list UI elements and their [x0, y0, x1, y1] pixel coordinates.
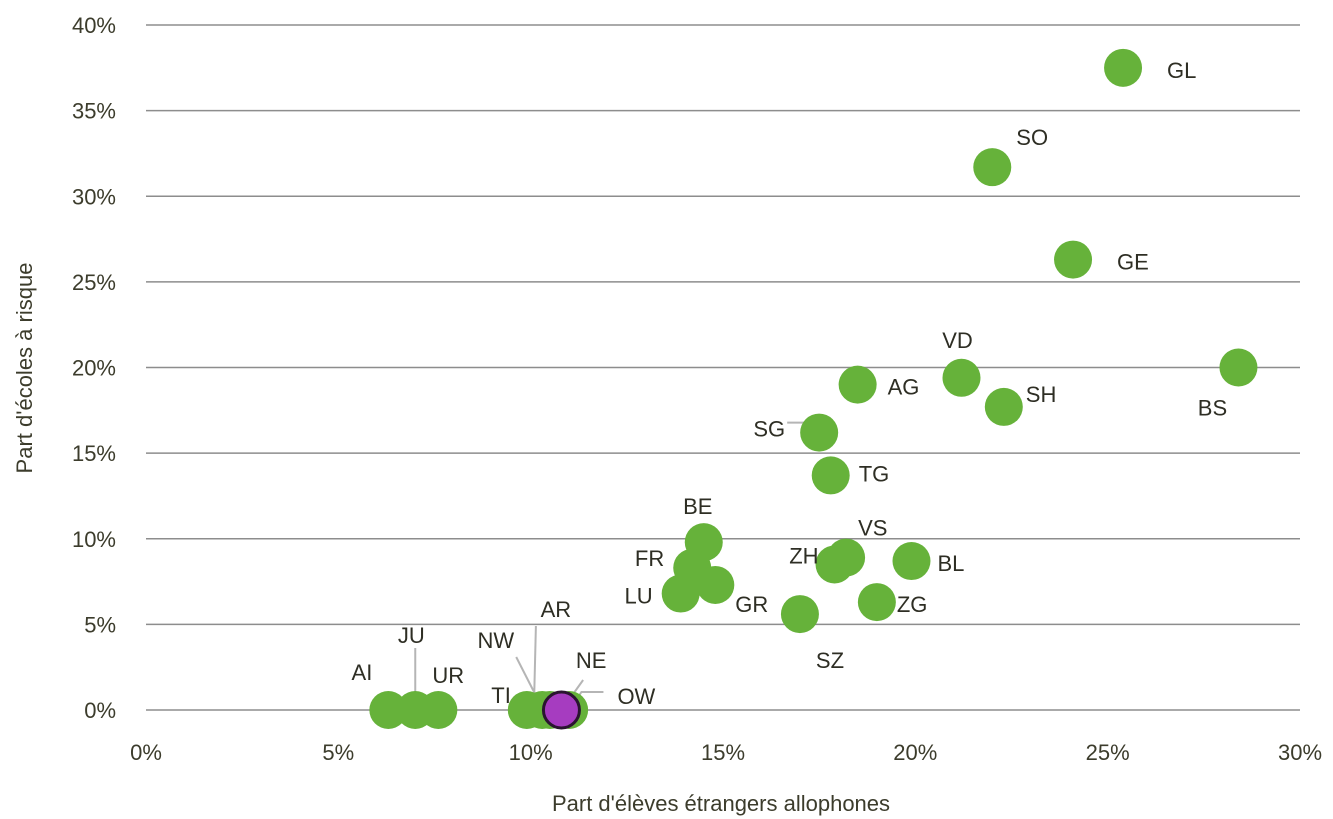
point-ow [541, 690, 581, 730]
label-vs: VS [858, 516, 887, 541]
label-ow: OW [617, 684, 655, 709]
x-axis-title: Part d'élèves étrangers allophones [552, 791, 890, 816]
y-tick-label: 40% [72, 13, 116, 38]
x-tick-label: 25% [1086, 740, 1130, 765]
label-leaders [414, 421, 821, 709]
label-ur: UR [432, 663, 464, 688]
point-labels: GL SO GE BS VD SH AG SG TG BE FR GR LU VS ZH BL ZG SZ AI JU… [352, 58, 1228, 709]
y-axis-ticks: 0% 5% 10% 15% 20% 25% 30% 35% 40% [72, 13, 116, 723]
point-bs [1219, 348, 1258, 387]
y-tick-label: 10% [72, 527, 116, 552]
label-bl: BL [937, 551, 964, 576]
x-tick-label: 10% [509, 740, 553, 765]
label-ar: AR [541, 597, 572, 622]
y-tick-label: 15% [72, 441, 116, 466]
point-gl [1104, 48, 1143, 87]
point-lu [661, 574, 700, 613]
point-sz [780, 595, 819, 634]
label-tg: TG [859, 461, 890, 486]
point-ai [369, 691, 408, 729]
label-ag: AG [888, 375, 920, 400]
label-vd: VD [942, 328, 973, 353]
point-ag [838, 365, 877, 404]
point-sh [984, 387, 1023, 426]
x-tick-label: 5% [322, 740, 354, 765]
label-so: SO [1016, 125, 1048, 150]
label-fr: FR [635, 546, 664, 571]
label-sg: SG [753, 417, 785, 442]
point-zh [815, 545, 854, 584]
y-tick-label: 5% [84, 612, 116, 637]
label-zg: ZG [897, 592, 928, 617]
leader-line-ne [572, 679, 584, 695]
point-ur [419, 691, 458, 729]
label-ai: AI [352, 660, 373, 685]
x-tick-label: 20% [893, 740, 937, 765]
y-tick-label: 30% [72, 184, 116, 209]
label-ge: GE [1117, 250, 1149, 275]
y-tick-label: 0% [84, 698, 116, 723]
point-vd [942, 358, 981, 397]
label-sz: SZ [816, 648, 844, 673]
grid-lines [146, 24, 1300, 711]
label-sh: SH [1026, 382, 1057, 407]
point-zg [857, 583, 896, 622]
x-tick-label: 0% [130, 740, 162, 765]
label-be: BE [683, 494, 712, 519]
x-axis-ticks: 0% 5% 10% 15% 20% 25% 30% [130, 740, 1322, 765]
label-gr: GR [735, 592, 768, 617]
data-points [369, 48, 1258, 730]
label-gl: GL [1167, 58, 1196, 83]
point-gr [696, 565, 735, 604]
x-tick-label: 15% [701, 740, 745, 765]
point-ge [1054, 240, 1093, 279]
label-nw: NW [478, 628, 515, 653]
point-sg [800, 413, 839, 452]
point-tg [811, 456, 850, 495]
point-so [973, 148, 1012, 187]
label-lu: LU [625, 584, 653, 609]
y-tick-label: 25% [72, 270, 116, 295]
y-tick-label: 35% [72, 99, 116, 124]
y-tick-label: 20% [72, 356, 116, 381]
label-bs: BS [1198, 396, 1227, 421]
label-ju: JU [398, 623, 425, 648]
point-bl [892, 542, 931, 581]
y-axis-title: Part d'écoles à risque [12, 263, 37, 474]
label-zh: ZH [789, 543, 818, 568]
label-ne: NE [576, 648, 607, 673]
x-tick-label: 30% [1278, 740, 1322, 765]
label-ti: TI [491, 683, 511, 708]
